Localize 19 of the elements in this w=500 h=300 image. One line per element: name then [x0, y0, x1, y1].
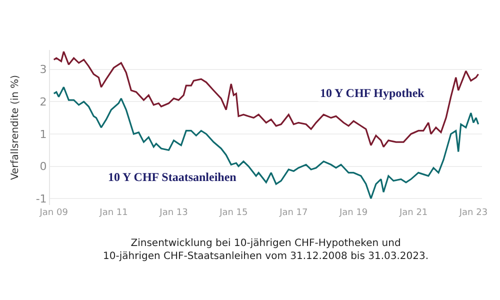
y-tick-label: 2	[40, 96, 47, 109]
y-axis-title: Verfallsrendite (in %)	[10, 74, 21, 180]
x-tick-label: Jan 09	[38, 208, 68, 218]
x-tick-label: Jan 19	[338, 208, 368, 218]
y-tick-label: -1	[36, 192, 47, 206]
series-label: 10 Y CHF Staatsanleihen	[108, 170, 237, 184]
x-tick-label: Jan 15	[218, 208, 248, 218]
series-label: 10 Y CHF Hypothek	[320, 86, 425, 100]
y-tick-label: 3	[40, 63, 47, 76]
line-series	[53, 86, 480, 200]
x-tick-label: Jan 23	[458, 208, 488, 218]
x-tick-label: Jan 11	[98, 208, 128, 218]
x-tick-label: Jan 21	[398, 208, 428, 218]
x-tick-label: Jan 17	[278, 208, 308, 218]
y-tick-label: 0	[40, 160, 47, 174]
x-tick-label: Jan 13	[158, 208, 188, 218]
y-tick-label: 1	[40, 128, 47, 141]
line-series	[53, 50, 480, 148]
text: Zinsentwicklung bei 10-jährigen CHF-Hypotheken und 10-jährigen CHF-Staatsanleihen vom 31.12.2008 bis 31.03.2023.	[103, 238, 429, 262]
